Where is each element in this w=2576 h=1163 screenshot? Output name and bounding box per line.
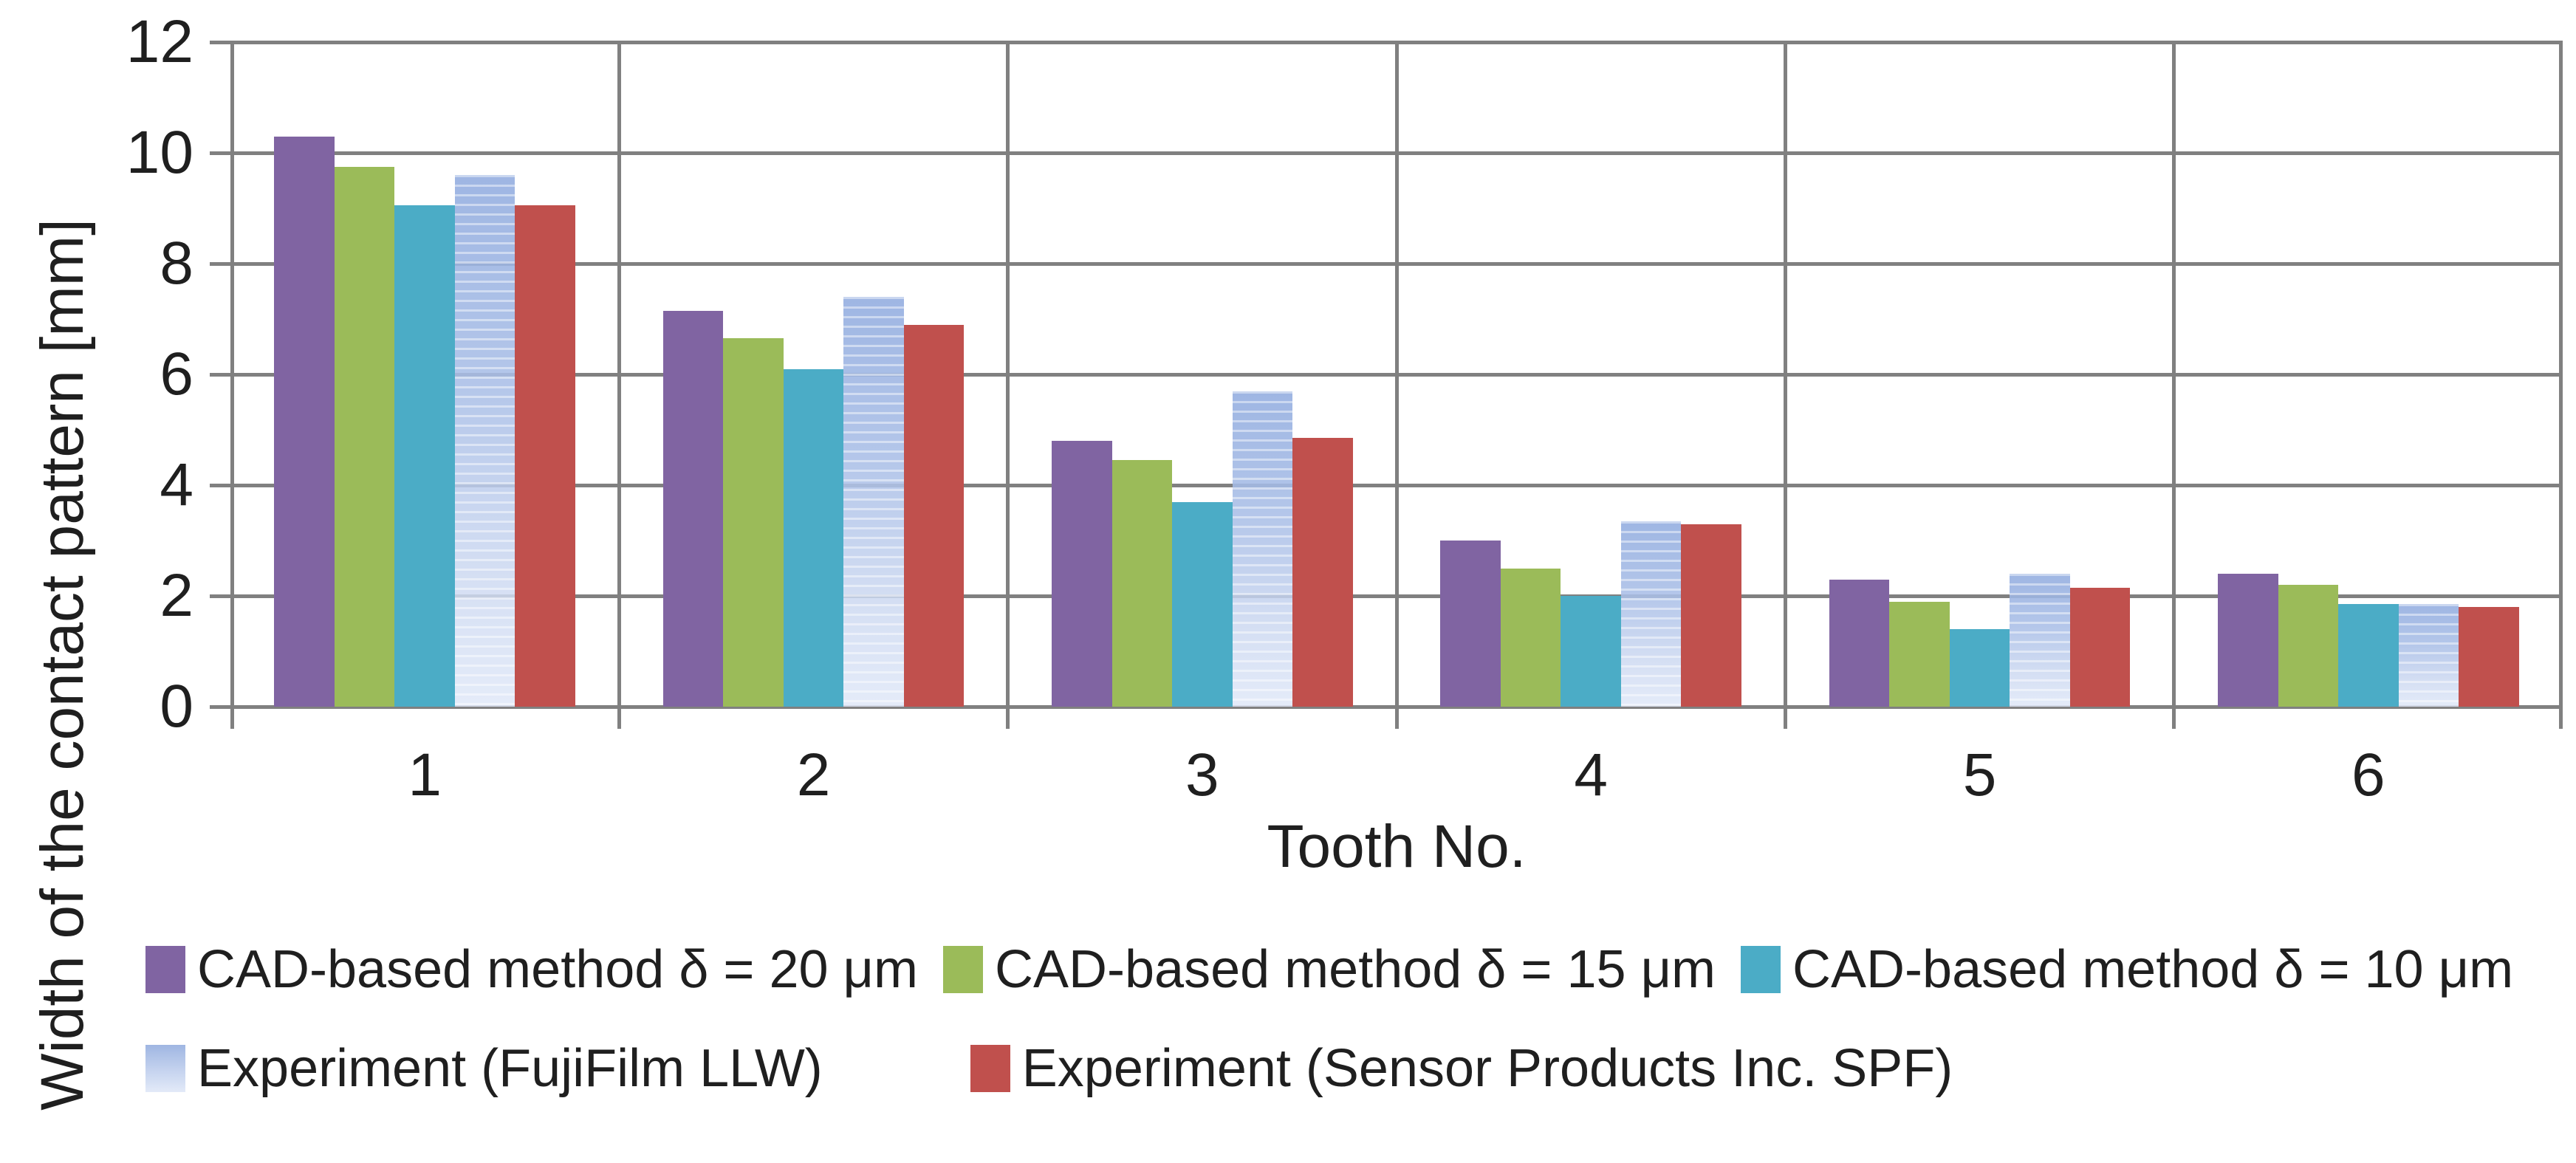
legend-row: CAD-based method δ = 20 μm CAD-based meth… <box>145 939 2553 1000</box>
y-tick-label: 12 <box>126 8 193 75</box>
legend-row: Experiment (FujiFilm LLW) Experiment (Sen… <box>145 1038 2553 1099</box>
legend-swatch <box>943 946 984 993</box>
y-tick-label: 8 <box>160 230 193 297</box>
y-axis-tick <box>210 483 230 487</box>
bar <box>454 175 515 707</box>
x-axis-tick <box>2559 707 2563 729</box>
bar <box>723 338 784 707</box>
legend-item: CAD-based method δ = 20 μm <box>145 939 918 1000</box>
bar <box>783 368 844 707</box>
bar <box>515 205 575 707</box>
legend-label: CAD-based method δ = 10 μm <box>1792 940 2514 999</box>
bar <box>2338 604 2399 707</box>
legend-item: Experiment (Sensor Products Inc. SPF) <box>970 1038 1953 1099</box>
legend-swatch <box>970 1045 1010 1092</box>
legend-label: Experiment (FujiFilm LLW) <box>197 1039 823 1098</box>
legend-item: CAD-based method δ = 15 μm <box>943 939 1716 1000</box>
legend: CAD-based method δ = 20 μm CAD-based meth… <box>145 939 2553 1099</box>
x-axis-title: Tooth No. <box>1267 813 1527 880</box>
bar <box>1561 596 1621 707</box>
x-axis-tick <box>1394 707 1399 729</box>
bar <box>1172 501 1233 707</box>
x-category-label: 5 <box>1962 741 1997 809</box>
y-tick-label: 6 <box>160 340 193 408</box>
y-tick-label: 4 <box>160 451 193 518</box>
y-axis-tick <box>210 594 230 598</box>
x-axis-tick <box>1006 707 1010 729</box>
bar <box>2218 574 2278 707</box>
bar <box>1500 568 1561 707</box>
bar <box>1052 441 1112 707</box>
bar <box>843 297 904 707</box>
legend-swatch <box>1741 946 1781 993</box>
bar <box>1681 524 1741 707</box>
x-category-label: 6 <box>2351 741 2385 809</box>
legend-item: CAD-based method δ = 10 μm <box>1741 939 2513 1000</box>
bar <box>1620 521 1682 707</box>
y-axis-tick <box>210 372 230 377</box>
y-axis-tick <box>210 40 230 44</box>
y-axis-line <box>230 42 234 729</box>
x-category-label: 1 <box>408 741 442 809</box>
y-tick-label: 10 <box>126 119 193 186</box>
bar <box>2010 574 2070 707</box>
bar <box>1889 601 1950 707</box>
bar <box>1829 579 1890 707</box>
bar <box>2459 607 2519 707</box>
bar <box>1440 541 1501 707</box>
legend-label: CAD-based method δ = 15 μm <box>995 940 1716 999</box>
bar <box>2278 585 2339 707</box>
legend-swatch <box>145 946 185 993</box>
y-axis-tick <box>210 151 230 155</box>
x-category-label: 3 <box>1185 741 1219 809</box>
gridline-vertical <box>1006 42 1010 707</box>
bar <box>903 324 965 707</box>
bar <box>274 136 335 707</box>
bar <box>1949 629 2010 707</box>
x-axis-tick <box>1783 707 1787 729</box>
gridline-vertical <box>2559 42 2563 707</box>
legend-swatch <box>145 1045 185 1092</box>
x-category-label: 2 <box>796 741 831 809</box>
legend-item: Experiment (FujiFilm LLW) <box>145 1038 823 1099</box>
gridline-vertical <box>1783 42 1787 707</box>
y-axis-tick <box>210 704 230 709</box>
legend-label: Experiment (Sensor Products Inc. SPF) <box>1021 1039 1953 1098</box>
bar <box>1292 438 1353 707</box>
x-axis-tick <box>230 707 234 729</box>
bar <box>1111 460 1173 707</box>
x-category-label: 4 <box>1574 741 1608 809</box>
gridline-vertical <box>2172 42 2176 707</box>
bar <box>662 310 724 707</box>
y-axis-tick <box>210 261 230 266</box>
bar <box>334 166 395 707</box>
gridline-vertical <box>1394 42 1399 707</box>
legend-label: CAD-based method δ = 20 μm <box>197 940 919 999</box>
x-axis-tick <box>617 707 621 729</box>
x-axis-tick <box>2172 707 2176 729</box>
y-tick-label: 2 <box>160 562 193 629</box>
gridline-vertical <box>617 42 621 707</box>
bar <box>1232 391 1293 707</box>
plot-area: 0 2 4 6 8 10 12 1 2 3 4 5 6 <box>126 11 2563 809</box>
y-tick-label: 0 <box>160 673 193 740</box>
bar <box>2398 604 2459 707</box>
bar <box>394 205 455 707</box>
bar <box>2069 587 2131 707</box>
